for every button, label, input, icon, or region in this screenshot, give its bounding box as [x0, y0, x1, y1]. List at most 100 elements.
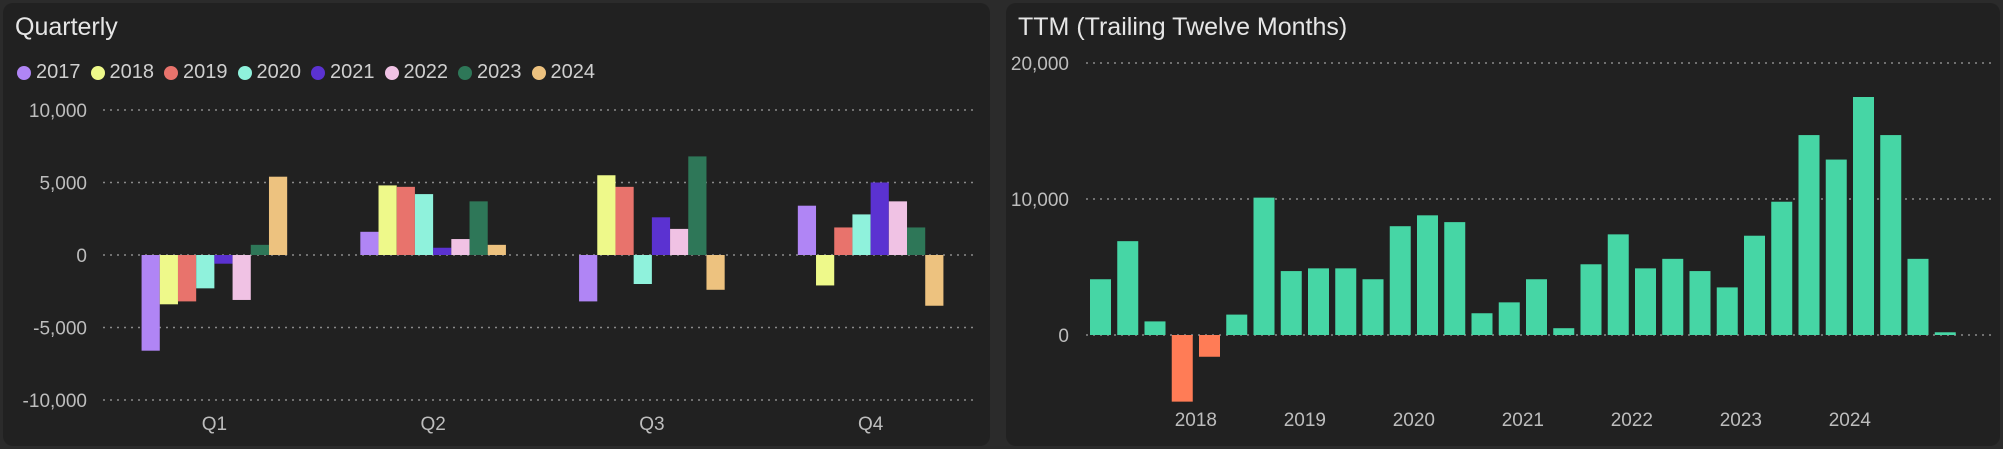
legend-item-2018[interactable]: 2018 — [90, 61, 154, 84]
legend-swatch — [311, 65, 325, 80]
ttm-bar — [1280, 271, 1302, 335]
ttm-bar — [1689, 271, 1711, 335]
bar-2023-Q1 — [250, 244, 269, 255]
y-tick-label: -5,000 — [33, 319, 87, 340]
legend-item-2020[interactable]: 2020 — [237, 61, 302, 84]
bar-2020-Q3 — [633, 255, 652, 284]
ttm-bar — [1880, 135, 1902, 335]
ttm-bar — [1635, 268, 1656, 335]
bar-2020-Q4 — [852, 214, 871, 255]
x-tick-label: 2019 — [1284, 410, 1326, 431]
ttm-bar — [1362, 279, 1384, 335]
legend-swatch — [17, 65, 31, 80]
bar-2022-Q1 — [232, 255, 251, 300]
ttm-bar — [1744, 235, 1765, 335]
bar-2024-Q3 — [706, 255, 725, 290]
y-tick-label: 10,000 — [29, 101, 87, 122]
legend-swatch — [90, 65, 105, 80]
ttm-bar — [1171, 335, 1193, 402]
ttm-bar — [1580, 264, 1602, 335]
bar-2020-Q1 — [196, 255, 215, 289]
ttm-chart-panel: TTM (Trailing Twelve Months) 20,000 10,00… — [1006, 3, 2000, 446]
legend-item-2022[interactable]: 2022 — [384, 61, 449, 84]
ttm-bar — [1498, 302, 1520, 335]
ttm-chart-title: TTM (Trailing Twelve Months) — [1018, 13, 1348, 41]
bar-2022-Q3 — [670, 228, 689, 255]
ttm-bar — [1444, 222, 1466, 335]
legend-swatch — [531, 65, 546, 80]
x-tick-label: Q3 — [639, 414, 664, 435]
bar-2022-Q2 — [451, 239, 470, 255]
ttm-bar — [1853, 97, 1874, 335]
bar-2019-Q3 — [615, 186, 634, 255]
bar-2019-Q4 — [834, 227, 853, 255]
y-tick-label: 20,000 — [1011, 54, 1069, 75]
ttm-bar — [1417, 215, 1438, 335]
legend-item-2017[interactable]: 2017 — [17, 61, 81, 84]
ttm-bar — [1662, 258, 1684, 335]
y-tick-label: 0 — [1058, 326, 1069, 347]
bar-2017-Q3 — [579, 255, 598, 302]
x-tick-label: 2018 — [1175, 410, 1217, 431]
y-tick-label: 5,000 — [39, 174, 87, 195]
ttm-bar — [1253, 197, 1275, 335]
ttm-bar — [1199, 335, 1220, 357]
ttm-bar — [1308, 268, 1329, 335]
x-tick-label: Q2 — [420, 414, 445, 435]
ttm-bar — [1934, 332, 1956, 335]
x-tick-label: 2020 — [1393, 410, 1435, 431]
bar-2023-Q3 — [688, 156, 707, 255]
y-tick-label: 10,000 — [1011, 190, 1069, 211]
bar-2023-Q4 — [907, 227, 926, 255]
x-tick-label: Q4 — [858, 414, 884, 435]
x-tick-label: Q1 — [202, 414, 227, 435]
bar-2020-Q2 — [414, 194, 434, 255]
x-tick-label: 2021 — [1502, 410, 1544, 431]
legend-item-2023[interactable]: 2023 — [458, 61, 522, 84]
bar-2017-Q2 — [360, 231, 379, 255]
ttm-bar — [1471, 313, 1493, 335]
ttm-bar — [1771, 201, 1793, 335]
ttm-bar — [1825, 159, 1847, 335]
bar-2021-Q1 — [214, 255, 233, 264]
bar-2021-Q3 — [651, 217, 671, 255]
legend-swatch — [237, 65, 252, 80]
bar-2017-Q1 — [141, 255, 160, 351]
legend-label: 2023 — [477, 61, 522, 83]
ttm-bar — [1335, 268, 1357, 335]
x-tick-label: 2024 — [1829, 410, 1872, 431]
bar-2023-Q2 — [469, 201, 488, 255]
legend-item-2024[interactable]: 2024 — [531, 61, 596, 84]
bar-2018-Q1 — [159, 255, 178, 305]
legend-label: 2024 — [550, 61, 596, 83]
legend-item-2021[interactable]: 2021 — [311, 61, 375, 84]
bar-2021-Q4 — [870, 182, 889, 255]
quarterly-legend: 2017 2018 2019 2020 2021 2022 2023 2024 — [17, 61, 595, 84]
x-tick-label: 2022 — [1611, 410, 1653, 431]
bar-2019-Q2 — [396, 186, 415, 255]
legend-item-2019[interactable]: 2019 — [164, 61, 228, 84]
legend-label: 2019 — [183, 61, 228, 83]
ttm-bar — [1226, 314, 1248, 335]
bar-2017-Q4 — [797, 205, 817, 255]
bar-2022-Q4 — [888, 201, 908, 255]
x-tick-label: 2023 — [1720, 410, 1762, 431]
quarterly-chart-title: Quarterly — [15, 13, 118, 41]
ttm-bar — [1526, 279, 1547, 335]
bar-2024-Q1 — [268, 176, 288, 255]
ttm-bar — [1117, 241, 1139, 335]
ttm-bar — [1144, 321, 1166, 335]
legend-label: 2021 — [330, 61, 375, 83]
legend-label: 2020 — [256, 61, 302, 83]
legend-swatch — [384, 65, 399, 80]
ttm-bar — [1798, 135, 1820, 335]
legend-label: 2022 — [403, 61, 449, 83]
bar-2018-Q2 — [378, 185, 397, 255]
ttm-bar — [1090, 279, 1111, 335]
y-tick-label: 0 — [76, 246, 87, 267]
quarterly-chart-panel: Quarterly 2017 2018 2019 2020 2021 2022 2023 20… — [3, 3, 990, 446]
bar-2024-Q2 — [487, 244, 506, 255]
bar-2018-Q3 — [597, 175, 616, 255]
legend-label: 2017 — [36, 61, 81, 83]
ttm-chart-plot: 20,000 10,000 0 2018 2019 2020 2021 2022 2023 202… — [1011, 54, 1991, 431]
